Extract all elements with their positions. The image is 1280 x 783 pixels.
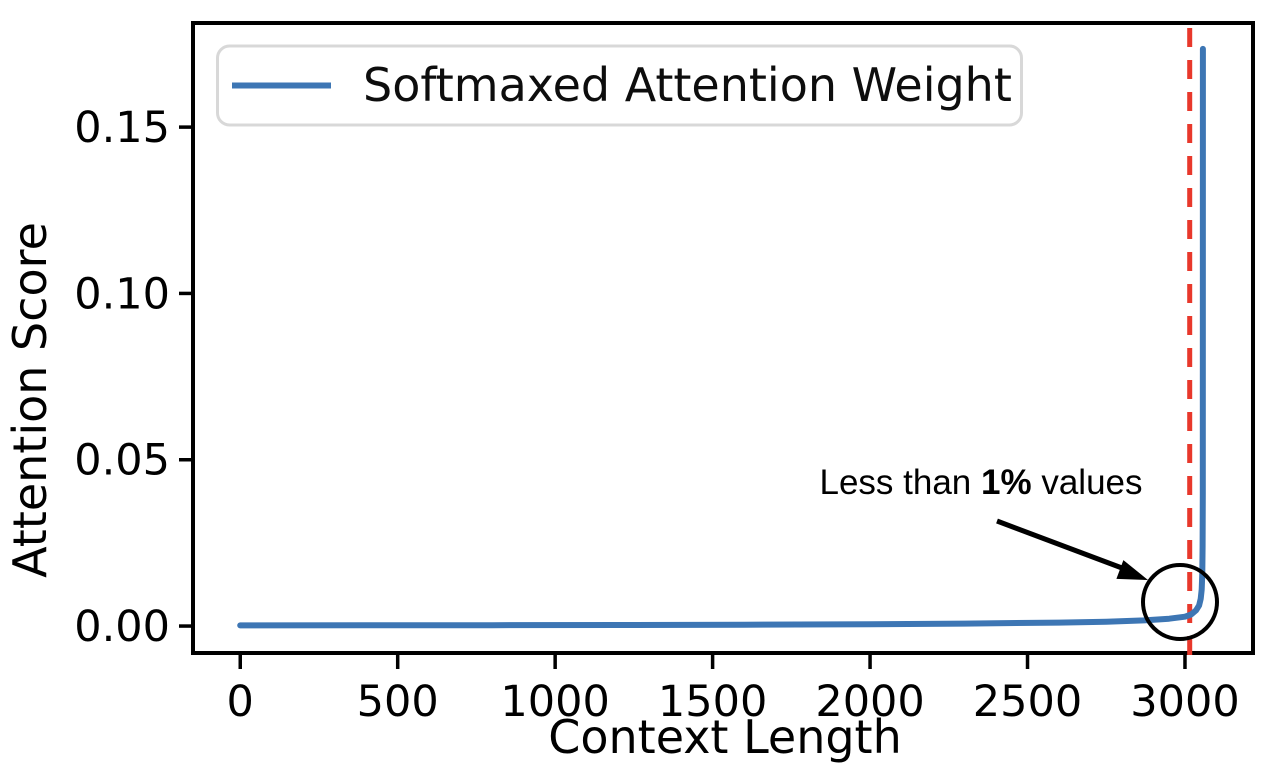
y-axis-label: Attention Score	[3, 222, 57, 578]
x-tick-label: 500	[357, 677, 439, 727]
y-axis-ticks: 0.00 0.05 0.10 0.15	[74, 103, 191, 652]
x-axis-label: Context Length	[548, 710, 902, 764]
annotation-arrow-head	[1116, 560, 1148, 580]
x-axis-ticks: 0 500 1000 1500 2000 2500 3000	[227, 655, 1240, 727]
elbow-highlight-circle	[1141, 563, 1219, 641]
plot-border	[191, 21, 1255, 655]
x-tick-label: 3000	[1130, 677, 1239, 727]
y-tick-label: 0.05	[74, 436, 170, 486]
annotation-text: Less than 1% values	[801, 463, 1161, 502]
annotation-prefix: Less than	[819, 463, 972, 502]
y-tick-label: 0.10	[74, 269, 170, 319]
legend-box	[216, 44, 1023, 127]
y-tick-label: 0.00	[74, 602, 170, 652]
legend: Softmaxed Attention Weight	[216, 44, 1023, 127]
y-tick-label: 0.15	[74, 103, 170, 153]
x-tick-label: 1500	[658, 677, 767, 727]
x-tick-label: 2000	[815, 677, 924, 727]
x-tick-label: 2500	[973, 677, 1082, 727]
annotation-arrow-shaft	[996, 518, 1123, 571]
annotation-bold: 1%	[981, 463, 1032, 502]
x-tick-label: 0	[227, 677, 254, 727]
legend-label: Softmaxed Attention Weight	[363, 58, 1012, 112]
attention-curve	[237, 45, 1206, 629]
x-tick-label: 1000	[500, 677, 609, 727]
annotation-suffix: values	[1041, 463, 1143, 502]
